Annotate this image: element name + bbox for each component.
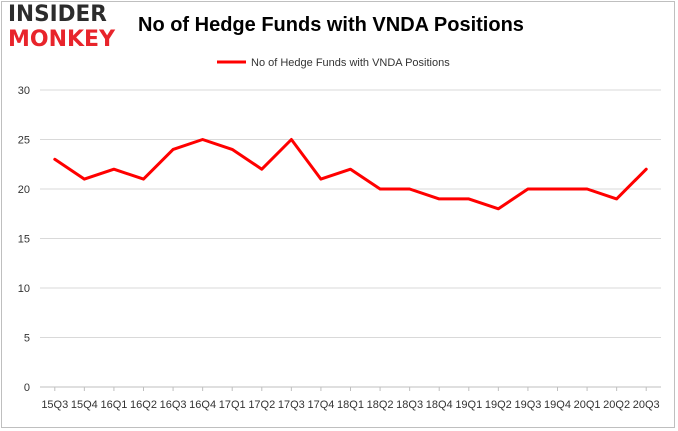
- x-tick-label: 18Q1: [337, 399, 364, 411]
- x-tick-label: 20Q3: [633, 399, 660, 411]
- logo-line-1: INSIDER: [8, 2, 107, 27]
- legend: No of Hedge Funds with VNDA Positions: [217, 57, 450, 69]
- series-group: [53, 138, 648, 211]
- x-tick-label: 18Q4: [426, 399, 453, 411]
- legend-label: No of Hedge Funds with VNDA Positions: [251, 57, 450, 69]
- x-tick-label: 18Q2: [367, 399, 394, 411]
- x-axis-ticks: 15Q3 15Q4 16Q1 16Q2 16Q3 16Q4 17Q1 17Q2 17Q3 17Q4…: [41, 387, 660, 411]
- x-tick-label: 17Q1: [219, 399, 246, 411]
- x-tick-label: 17Q4: [307, 399, 334, 411]
- x-tick-label: 17Q3: [278, 399, 305, 411]
- x-tick-label: 15Q4: [71, 399, 98, 411]
- x-tick-label: 19Q2: [485, 399, 512, 411]
- y-tick-label: 25: [18, 135, 30, 147]
- insider-monkey-logo: INSIDER MONKEY: [8, 3, 126, 55]
- x-tick-label: 19Q3: [514, 399, 541, 411]
- x-tick-label: 19Q4: [544, 399, 571, 411]
- x-tick-label: 18Q3: [396, 399, 423, 411]
- gridlines: [40, 89, 661, 388]
- x-tick-label: 16Q4: [189, 399, 216, 411]
- x-tick-label: 16Q3: [160, 399, 187, 411]
- y-tick-label: 5: [24, 333, 30, 345]
- x-tick-label: 16Q1: [100, 399, 127, 411]
- y-tick-label: 0: [24, 382, 30, 394]
- x-tick-label: 19Q1: [455, 399, 482, 411]
- y-tick-label: 20: [18, 184, 30, 196]
- x-tick-label: 20Q1: [574, 399, 601, 411]
- y-axis-ticks: 0 5 10 15 20 25 30: [18, 85, 30, 394]
- x-tick-label: 15Q3: [41, 399, 68, 411]
- y-tick-label: 30: [18, 85, 30, 97]
- chart-title: No of Hedge Funds with VNDA Positions: [138, 14, 524, 36]
- y-tick-label: 15: [18, 234, 30, 246]
- x-tick-label: 20Q2: [603, 399, 630, 411]
- x-tick-label: 16Q2: [130, 399, 157, 411]
- logo-line-2: MONKEY: [8, 27, 116, 52]
- y-tick-label: 10: [18, 283, 30, 295]
- series-line: [53, 138, 648, 211]
- x-tick-label: 17Q2: [248, 399, 275, 411]
